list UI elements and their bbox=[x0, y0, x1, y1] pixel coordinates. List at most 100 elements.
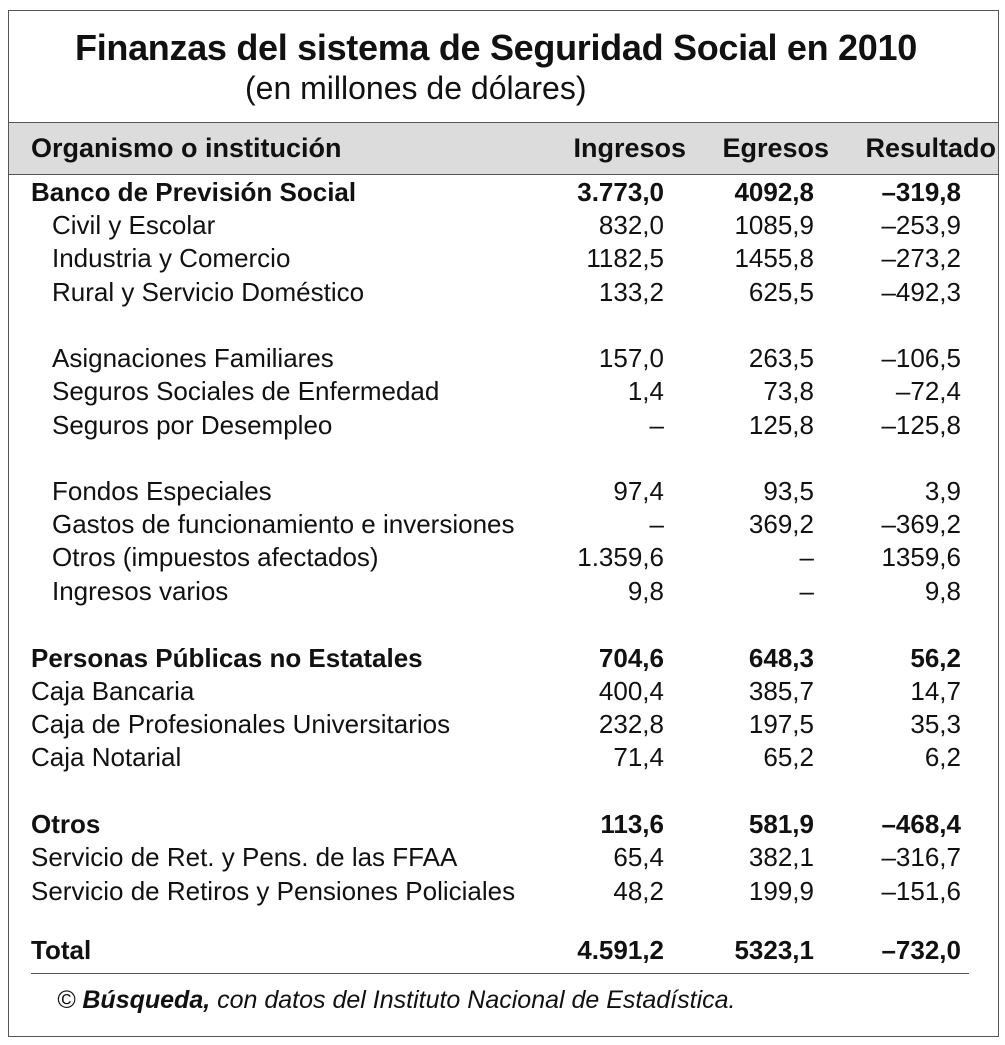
header-egresos: Egresos bbox=[722, 133, 829, 163]
row-resultado: 9,8 bbox=[924, 576, 961, 606]
row-egresos: 5323,1 bbox=[734, 935, 814, 965]
row-name: Gastos de funcionamiento e inversiones bbox=[52, 509, 515, 539]
row-ingresos: 400,4 bbox=[598, 676, 664, 706]
row-egresos: 625,5 bbox=[748, 277, 814, 307]
row-ingresos: – bbox=[649, 410, 664, 440]
row-egresos: 65,2 bbox=[763, 742, 814, 772]
footer-source: Búsqueda, bbox=[82, 986, 211, 1014]
row-ingresos: 1.359,6 bbox=[577, 542, 664, 572]
row-name: Seguros por Desempleo bbox=[52, 410, 333, 440]
table-row: Caja Bancaria 400,4 385,7 14,7 bbox=[9, 676, 998, 709]
row-name: Otros (impuestos afectados) bbox=[52, 542, 379, 572]
table-frame: Finanzas del sistema de Seguridad Social… bbox=[8, 10, 999, 1037]
row-resultado: –369,2 bbox=[881, 509, 961, 539]
bottom-divider bbox=[31, 973, 969, 974]
table-title: Finanzas del sistema de Seguridad Social… bbox=[75, 27, 917, 68]
row-egresos: 73,8 bbox=[763, 376, 814, 406]
table-row: Seguros por Desempleo –125,8 –125,8 bbox=[9, 410, 998, 443]
header-organismo: Organismo o institución bbox=[31, 133, 342, 163]
table-subtitle: (en millones de dólares) bbox=[245, 70, 587, 106]
row-egresos: 369,2 bbox=[748, 509, 814, 539]
row-name: Fondos Especiales bbox=[52, 476, 272, 506]
row-resultado: –273,2 bbox=[881, 243, 961, 273]
table-row: Caja de Profesionales Universitarios 232,… bbox=[9, 709, 998, 742]
row-egresos: 581,9 bbox=[748, 809, 814, 839]
row-name: Servicio de Retiros y Pensiones Policial… bbox=[31, 876, 516, 906]
row-name: Industria y Comercio bbox=[52, 243, 291, 273]
row-ingresos: 232,8 bbox=[598, 709, 664, 739]
row-resultado: –253,9 bbox=[881, 210, 961, 240]
table-row: Otros 113,6 581,9 –468,4 bbox=[9, 809, 998, 842]
table-row: Servicio de Ret. y Pens. de las FFAA 65,4… bbox=[9, 842, 998, 875]
table-row: Ingresos varios 9,8 – 9,8 bbox=[9, 576, 998, 609]
row-name: Civil y Escolar bbox=[52, 210, 216, 240]
row-ingresos: 9,8 bbox=[627, 576, 664, 606]
row-name: Servicio de Ret. y Pens. de las FFAA bbox=[31, 842, 458, 872]
row-resultado: 3,9 bbox=[924, 476, 961, 506]
table-row: Fondos Especiales 97,4 93,5 3,9 bbox=[9, 476, 998, 509]
row-name: Rural y Servicio Doméstico bbox=[52, 277, 365, 307]
row-ingresos: 157,0 bbox=[598, 343, 664, 373]
row-egresos: 4092,8 bbox=[734, 177, 814, 207]
footer-prefix: © bbox=[57, 986, 83, 1014]
row-name: Banco de Previsión Social bbox=[31, 177, 357, 207]
header-ingresos: Ingresos bbox=[573, 133, 686, 163]
title-box: Finanzas del sistema de Seguridad Social… bbox=[9, 11, 998, 123]
row-egresos: 1455,8 bbox=[734, 243, 814, 273]
row-resultado: 35,3 bbox=[910, 709, 961, 739]
row-ingresos: 3.773,0 bbox=[577, 177, 664, 207]
row-egresos: 93,5 bbox=[763, 476, 814, 506]
header-resultado: Resultado bbox=[865, 133, 996, 163]
row-resultado: –319,8 bbox=[881, 177, 961, 207]
table-row: Caja Notarial 71,4 65,2 6,2 bbox=[9, 742, 998, 775]
source-footer: © Búsqueda, con datos del Instituto Naci… bbox=[57, 986, 735, 1015]
column-header-row: Organismo o institución Ingresos Egresos… bbox=[9, 123, 998, 175]
row-resultado: –468,4 bbox=[881, 809, 961, 839]
row-egresos: 382,1 bbox=[748, 842, 814, 872]
row-resultado: –72,4 bbox=[895, 376, 961, 406]
row-ingresos: 97,4 bbox=[613, 476, 664, 506]
row-ingresos: 704,6 bbox=[598, 643, 664, 673]
row-resultado: –106,5 bbox=[881, 343, 961, 373]
row-ingresos: 1182,5 bbox=[586, 243, 664, 273]
row-name: Total bbox=[31, 935, 92, 965]
row-ingresos: – bbox=[649, 509, 664, 539]
row-ingresos: 65,4 bbox=[613, 842, 664, 872]
row-resultado: 56,2 bbox=[910, 643, 961, 673]
row-egresos: – bbox=[799, 576, 814, 606]
row-egresos: 125,8 bbox=[748, 410, 814, 440]
row-resultado: 1359,6 bbox=[881, 542, 961, 572]
row-ingresos: 832,0 bbox=[598, 210, 664, 240]
row-resultado: 6,2 bbox=[924, 742, 961, 772]
table-row: Civil y Escolar 832,0 1085,9 –253,9 bbox=[9, 210, 998, 243]
table-row: Otros (impuestos afectados) 1.359,6 – 1359,… bbox=[9, 542, 998, 575]
row-resultado: –125,8 bbox=[881, 410, 961, 440]
row-name: Caja Bancaria bbox=[31, 676, 195, 706]
row-egresos: 199,9 bbox=[748, 876, 814, 906]
row-name: Caja de Profesionales Universitarios bbox=[31, 709, 451, 739]
row-name: Ingresos varios bbox=[52, 576, 229, 606]
row-egresos: 263,5 bbox=[748, 343, 814, 373]
row-resultado: –732,0 bbox=[881, 935, 961, 965]
row-egresos: 385,7 bbox=[748, 676, 814, 706]
row-ingresos: 113,6 bbox=[600, 809, 664, 839]
row-name: Asignaciones Familiares bbox=[52, 343, 334, 373]
table-row: Seguros Sociales de Enfermedad 1,4 73,8 –72… bbox=[9, 376, 998, 409]
table-row: Gastos de funcionamiento e inversiones –3… bbox=[9, 509, 998, 542]
row-name: Seguros Sociales de Enfermedad bbox=[52, 376, 440, 406]
row-resultado: 14,7 bbox=[910, 676, 961, 706]
row-ingresos: 4.591,2 bbox=[577, 935, 664, 965]
row-ingresos: 48,2 bbox=[613, 876, 664, 906]
table-row: Industria y Comercio 1182,5 1455,8 –273,2 bbox=[9, 243, 998, 276]
row-resultado: –492,3 bbox=[881, 277, 961, 307]
row-egresos: 648,3 bbox=[748, 643, 814, 673]
row-name: Caja Notarial bbox=[31, 742, 182, 772]
table-row: Banco de Previsión Social 3.773,0 4092,8 –3… bbox=[9, 177, 998, 210]
row-resultado: –316,7 bbox=[881, 842, 961, 872]
row-resultado: –151,6 bbox=[881, 876, 961, 906]
row-ingresos: 133,2 bbox=[598, 277, 664, 307]
table-row-total: Total 4.591,2 5323,1 –732,0 bbox=[9, 935, 998, 968]
row-egresos: – bbox=[799, 542, 814, 572]
table-row: Servicio de Retiros y Pensiones Policial… bbox=[9, 876, 998, 909]
row-egresos: 1085,9 bbox=[734, 210, 814, 240]
